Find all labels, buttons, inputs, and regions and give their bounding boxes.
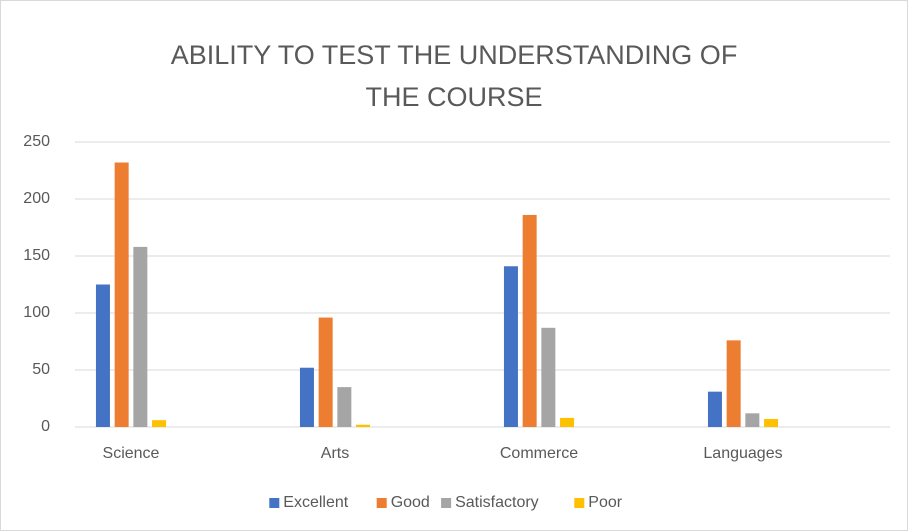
y-tick-label: 200 [23,190,50,207]
bar [356,424,371,427]
bar [745,413,760,427]
y-tick-label: 50 [32,361,50,378]
x-tick-label: Languages [703,445,782,462]
bar [152,420,167,427]
legend-swatch [441,498,452,508]
legend-label: Satisfactory [455,494,539,511]
bar [707,391,722,427]
y-tick-label: 100 [23,304,50,321]
bar [541,327,556,427]
bar [503,266,518,427]
bar [299,367,314,427]
bar [133,246,148,427]
x-tick-label: Science [103,445,160,462]
legend-label: Excellent [283,494,348,511]
bar [337,387,352,427]
bar [726,340,741,427]
legend-swatch [574,498,585,508]
bar [114,162,129,427]
y-tick-label: 150 [23,247,50,264]
chart-title: ABILITY TO TEST THE UNDERSTANDING OF THE… [170,40,738,112]
legend-swatch [376,498,387,508]
legend-label: Poor [588,494,622,511]
legend-swatch [269,498,280,508]
bar [318,317,333,427]
legend-label: Good [391,494,430,511]
bar [522,214,537,427]
bar [764,419,779,427]
bar [560,417,575,427]
y-tick-label: 250 [23,133,50,150]
x-tick-label: Arts [321,445,349,462]
bar [95,284,110,427]
y-tick-label: 0 [41,418,50,435]
x-tick-label: Commerce [500,445,578,462]
